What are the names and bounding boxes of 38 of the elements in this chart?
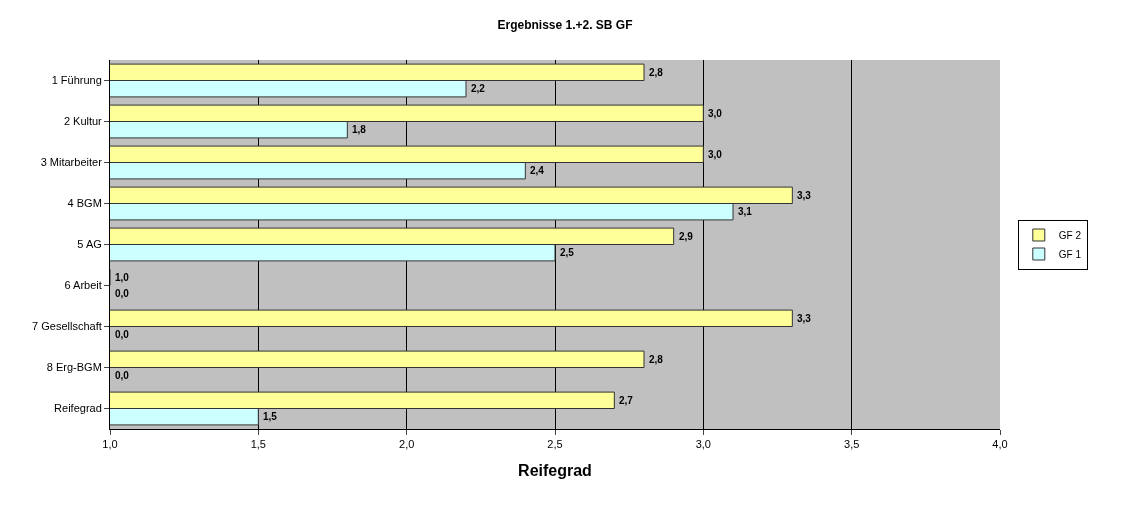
x-tick-label: 1,0 <box>102 438 118 451</box>
y-tick-label: 2 Kultur <box>63 115 103 128</box>
chart-title: Ergebnisse 1.+2. SB GF <box>497 18 633 33</box>
data-label: 1,8 <box>352 124 367 135</box>
data-label: 3,0 <box>708 149 723 160</box>
data-label: 3,1 <box>738 206 753 217</box>
x-tick-label: 4,0 <box>992 438 1008 451</box>
data-label: 2,8 <box>649 354 664 365</box>
data-label: 1,0 <box>115 272 130 283</box>
data-label: 3,3 <box>797 313 812 324</box>
data-label: 2,8 <box>649 67 664 78</box>
text: 0,0 <box>115 329 129 340</box>
legend-label: GF 2 <box>1058 229 1082 241</box>
x-tick-label: 2,5 <box>547 438 563 451</box>
text: 0,0 <box>115 288 129 299</box>
legend-label: GF 1 <box>1058 248 1082 260</box>
text: 0,0 <box>115 370 129 381</box>
y-tick-label: 1 Führung <box>51 74 102 87</box>
data-label: 2,5 <box>560 247 575 258</box>
y-tick-label: 4 BGM <box>67 197 102 210</box>
x-tick-label: 1,5 <box>250 438 266 451</box>
y-tick-label: 3 Mitarbeiter <box>40 156 103 169</box>
y-tick-label: Reifegrad <box>54 402 102 415</box>
x-tick-label: 3,0 <box>695 438 711 451</box>
data-label: 2,4 <box>530 165 545 176</box>
y-tick-label: 8 Erg-BGM <box>46 361 102 374</box>
data-label: 2,2 <box>471 83 486 94</box>
x-tick-label: 2,0 <box>399 438 415 451</box>
y-tick-label: 7 Gesellschaft <box>32 320 102 333</box>
y-tick-label: 6 Arbeit <box>64 279 102 292</box>
data-label: 3,0 <box>708 108 723 119</box>
y-tick-label: 5 AG <box>77 238 102 251</box>
data-label: 2,7 <box>619 395 634 406</box>
data-label: 1,5 <box>263 411 278 422</box>
x-tick-label: 3,5 <box>844 438 860 451</box>
data-label: 2,9 <box>679 231 694 242</box>
data-label: 3,3 <box>797 190 812 201</box>
x-axis-title: Reifegrad <box>518 461 592 479</box>
